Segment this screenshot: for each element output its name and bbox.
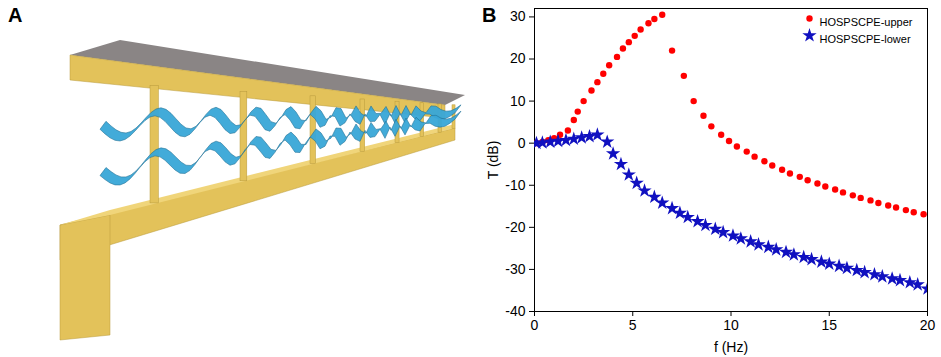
- svg-text:-30: -30: [505, 261, 525, 277]
- svg-text:20: 20: [510, 50, 526, 66]
- svg-text:0: 0: [518, 135, 526, 151]
- html-text:A: A: [8, 4, 23, 26]
- svg-text:-40: -40: [505, 303, 525, 319]
- svg-text:f (Hz): f (Hz): [714, 339, 748, 355]
- html-text:B: B: [482, 4, 497, 26]
- svg-text:-10: -10: [505, 177, 525, 193]
- svg-text:10: 10: [510, 93, 526, 109]
- svg-text:-20: -20: [505, 219, 525, 235]
- svg-text:HOSPSCPE-upper: HOSPSCPE-upper: [820, 16, 913, 28]
- svg-text:20: 20: [920, 317, 936, 333]
- svg-text:15: 15: [821, 317, 837, 333]
- svg-text:HOSPSCPE-lower: HOSPSCPE-lower: [820, 33, 911, 45]
- svg-text:10: 10: [723, 317, 739, 333]
- svg-text:5: 5: [629, 317, 637, 333]
- svg-text:30: 30: [510, 8, 526, 24]
- svg-text:T (dB): T (dB): [485, 141, 501, 180]
- svg-text:0: 0: [531, 317, 539, 333]
